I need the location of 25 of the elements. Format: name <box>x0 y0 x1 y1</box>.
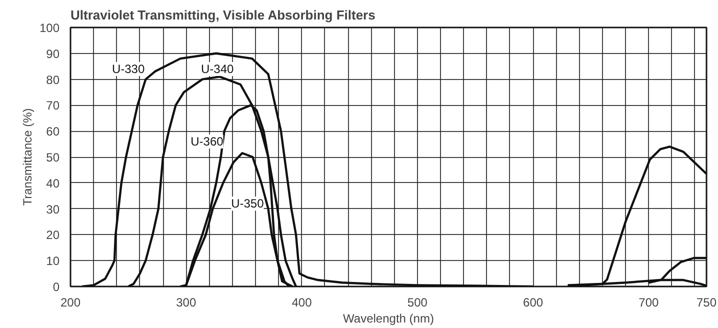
annotation: U-330 <box>112 62 145 76</box>
y-axis-title: Transmittance (%) <box>20 108 34 206</box>
x-tick-label: 200 <box>60 296 81 310</box>
annotation: U-350 <box>231 196 264 211</box>
y-tick-label: 50 <box>46 150 60 164</box>
y-tick-label: 20 <box>46 228 60 242</box>
x-axis-title: Wavelength (nm) <box>343 312 434 326</box>
y-tick-label: 30 <box>46 202 60 216</box>
x-tick-label: 700 <box>638 296 660 310</box>
y-tick-label: 10 <box>46 254 60 268</box>
y-tick-label: 70 <box>46 98 60 113</box>
x-tick-label: 300 <box>176 296 196 310</box>
y-tick-label: 40 <box>46 176 60 190</box>
y-tick-label: 80 <box>46 72 60 87</box>
x-tick-label: 500 <box>407 296 428 310</box>
chart-title: Ultraviolet Transmitting, Visible Absorbing Filters <box>70 8 376 22</box>
x-tick-label: 750 <box>696 296 717 310</box>
y-tick-label: 60 <box>46 124 60 139</box>
annotation: U-340 <box>201 62 234 76</box>
x-tick-label: 400 <box>292 296 312 310</box>
x-tick-label: 600 <box>523 296 544 310</box>
y-tick-label: 0 <box>52 280 60 294</box>
annotation: U-360 <box>190 134 224 148</box>
y-tick-label: 90 <box>46 46 60 61</box>
y-tick-label: 100 <box>39 21 60 35</box>
